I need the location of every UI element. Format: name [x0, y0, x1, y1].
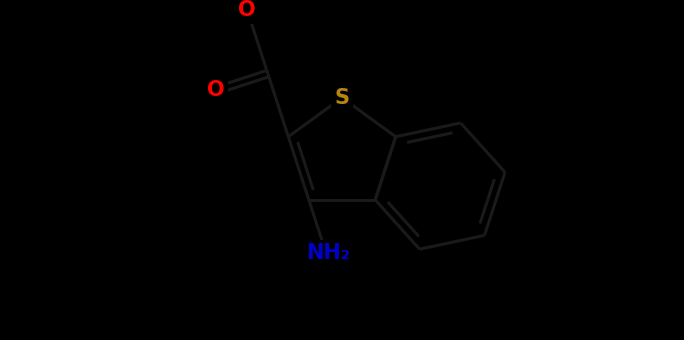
Text: O: O: [207, 81, 225, 100]
Text: S: S: [334, 88, 350, 108]
Text: NH₂: NH₂: [306, 243, 350, 264]
Text: O: O: [239, 0, 256, 20]
